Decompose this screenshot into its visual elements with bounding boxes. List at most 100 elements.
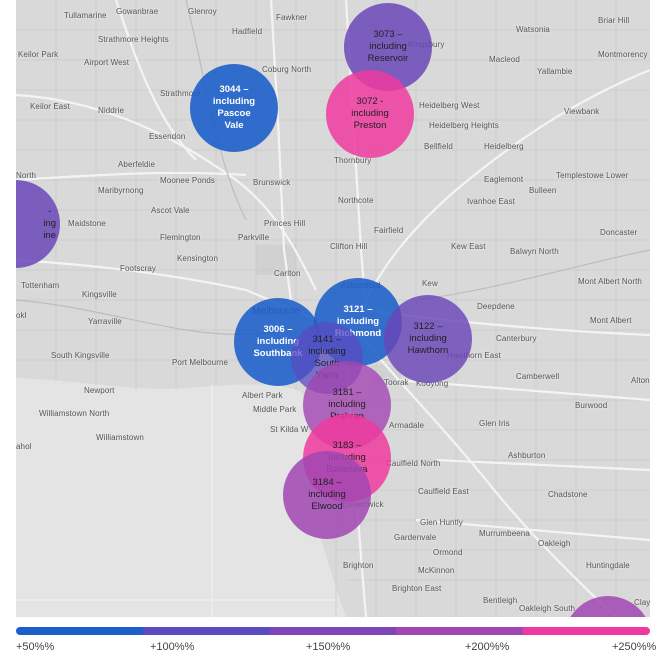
place-label: South Kingsville (51, 351, 110, 360)
legend-segment (523, 627, 650, 635)
bubble-label-line: Pascoe (217, 108, 251, 119)
place-label: Moonee Ponds (160, 176, 216, 185)
place-label: Kensington (177, 254, 219, 263)
place-label: Brighton East (392, 584, 442, 593)
bubble-label: 3121 – including Richmond (335, 304, 381, 340)
place-label: Keilor East (30, 102, 70, 111)
postcode-bubble-3044[interactable]: 3044 – including Pascoe Vale (190, 64, 278, 152)
bubble-label-line: 3181 – (332, 387, 362, 398)
bay-water (16, 378, 346, 617)
bubble-label-line: 3121 – (343, 304, 373, 315)
place-label: ahol (16, 442, 32, 451)
place-label: Doncaster (600, 228, 638, 237)
place-label: Thornbury (334, 156, 372, 165)
place-label: Tottenham (21, 281, 60, 290)
postcode-bubble-corner[interactable] (564, 596, 650, 617)
bubble-label-line: ine (43, 230, 56, 241)
bubble-label-line: 3122 – (413, 321, 443, 332)
postcode-bubble-3072[interactable]: 3072 - including Preston (326, 70, 414, 158)
place-label: Altona (631, 376, 650, 385)
place-label: Niddrie (98, 106, 125, 115)
place-label: Maidstone (68, 219, 106, 228)
place-label: Williamstown North (39, 409, 110, 418)
place-label: Clayton (634, 598, 650, 607)
legend-label: +100%% (150, 641, 195, 653)
postcode-bubble-3122[interactable]: 3122 – including Hawthorn (384, 295, 472, 383)
place-label: Viewbank (564, 107, 600, 116)
place-label: Heidelberg Heights (429, 121, 499, 130)
legend-gradient-bar (16, 627, 650, 635)
place-label: Montmorency (598, 50, 648, 59)
place-label: Caulfield East (418, 487, 469, 496)
place-label: Bentleigh (483, 596, 518, 605)
bubble-label-line: South (314, 358, 340, 369)
bubble-label-line: including (351, 108, 389, 119)
place-label: Canterbury (496, 334, 537, 343)
place-label: Princes Hill (264, 219, 306, 228)
place-label: Brighton (343, 561, 374, 570)
place-label: Kew (422, 279, 438, 288)
place-label: Hawthorn East (447, 351, 501, 360)
place-label: Port Melbourne (172, 358, 229, 367)
place-label: Eaglemont (484, 175, 524, 184)
bubble-label-line: including (409, 333, 447, 344)
place-label: Briar Hill (598, 16, 630, 25)
street-layer (16, 0, 650, 617)
place-label: Kooyong (416, 379, 449, 388)
place-label: Fawkner (276, 13, 308, 22)
place-label: Camberwell (516, 372, 560, 381)
bubble-label: - ing ine (43, 206, 56, 242)
legend-segment (269, 627, 397, 635)
bubble-label-line: including (328, 399, 366, 410)
bubble-label-line: including (308, 346, 346, 357)
place-label: Essendon (149, 132, 186, 141)
map-canvas[interactable]: Tullamarine Gowanbrae Glenroy Fawkner Hadfie… (16, 0, 650, 617)
place-label: Clifton Hill (330, 242, 368, 251)
place-label: Mont Albert (590, 316, 632, 325)
bubble-label: 3072 - including Preston (351, 96, 389, 132)
bubble-label-line: ing (43, 218, 56, 229)
bubble-label-line: including (212, 96, 256, 107)
place-label: Kingsville (82, 290, 117, 299)
legend-segment (16, 627, 143, 635)
place-label: North (16, 171, 37, 180)
bubble-label-line: 3073 – (373, 29, 403, 40)
place-label: Yallambie (537, 67, 573, 76)
minor-streets (16, 0, 650, 617)
place-label: Footscray (120, 264, 157, 273)
bubble-label-line: including (369, 41, 407, 52)
place-label: Burwood (575, 401, 608, 410)
place-label: Williamstown (96, 433, 144, 442)
place-label: Heidelberg West (419, 101, 480, 110)
place-label: Mont Albert North (578, 277, 642, 286)
postcode-bubble-3184[interactable]: 3184 – including Elwood (283, 451, 371, 539)
bubble-label-line: - (48, 206, 52, 217)
place-label: Strathmore (160, 89, 201, 98)
place-label: Maribyrnong (98, 186, 144, 195)
bubble-label-line: Vale (224, 120, 244, 131)
place-label: Parkville (238, 233, 270, 242)
bubble-label: 3184 – including Elwood (308, 477, 346, 513)
legend-label: +50%% (16, 641, 55, 653)
place-label: Macleod (489, 55, 520, 64)
place-label: Ivanhoe East (467, 197, 515, 206)
place-label: Coburg North (262, 65, 312, 74)
place-label: Bulleen (529, 186, 557, 195)
place-label: Glen Huntly (420, 518, 463, 527)
place-label: Ormond (433, 548, 463, 557)
place-label: Albert Park (242, 391, 283, 400)
place-label: Oakleigh (538, 539, 571, 548)
bubble-label-line: Elwood (311, 501, 343, 512)
legend-segment (396, 627, 524, 635)
place-label: Heidelberg (484, 142, 524, 151)
legend-label: +150%% (306, 641, 351, 653)
place-label: Gardenvale (394, 533, 437, 542)
place-label: Brunswick (253, 178, 291, 187)
place-label: Deepdene (477, 302, 515, 311)
bubble-label: 3073 – including Reservoir (368, 29, 409, 65)
place-label: Chadstone (548, 490, 588, 499)
place-label: Strathmore Heights (98, 35, 169, 44)
place-label: Tullamarine (64, 11, 107, 20)
place-label: Kew East (451, 242, 486, 251)
place-label: Oakleigh South (519, 604, 576, 613)
